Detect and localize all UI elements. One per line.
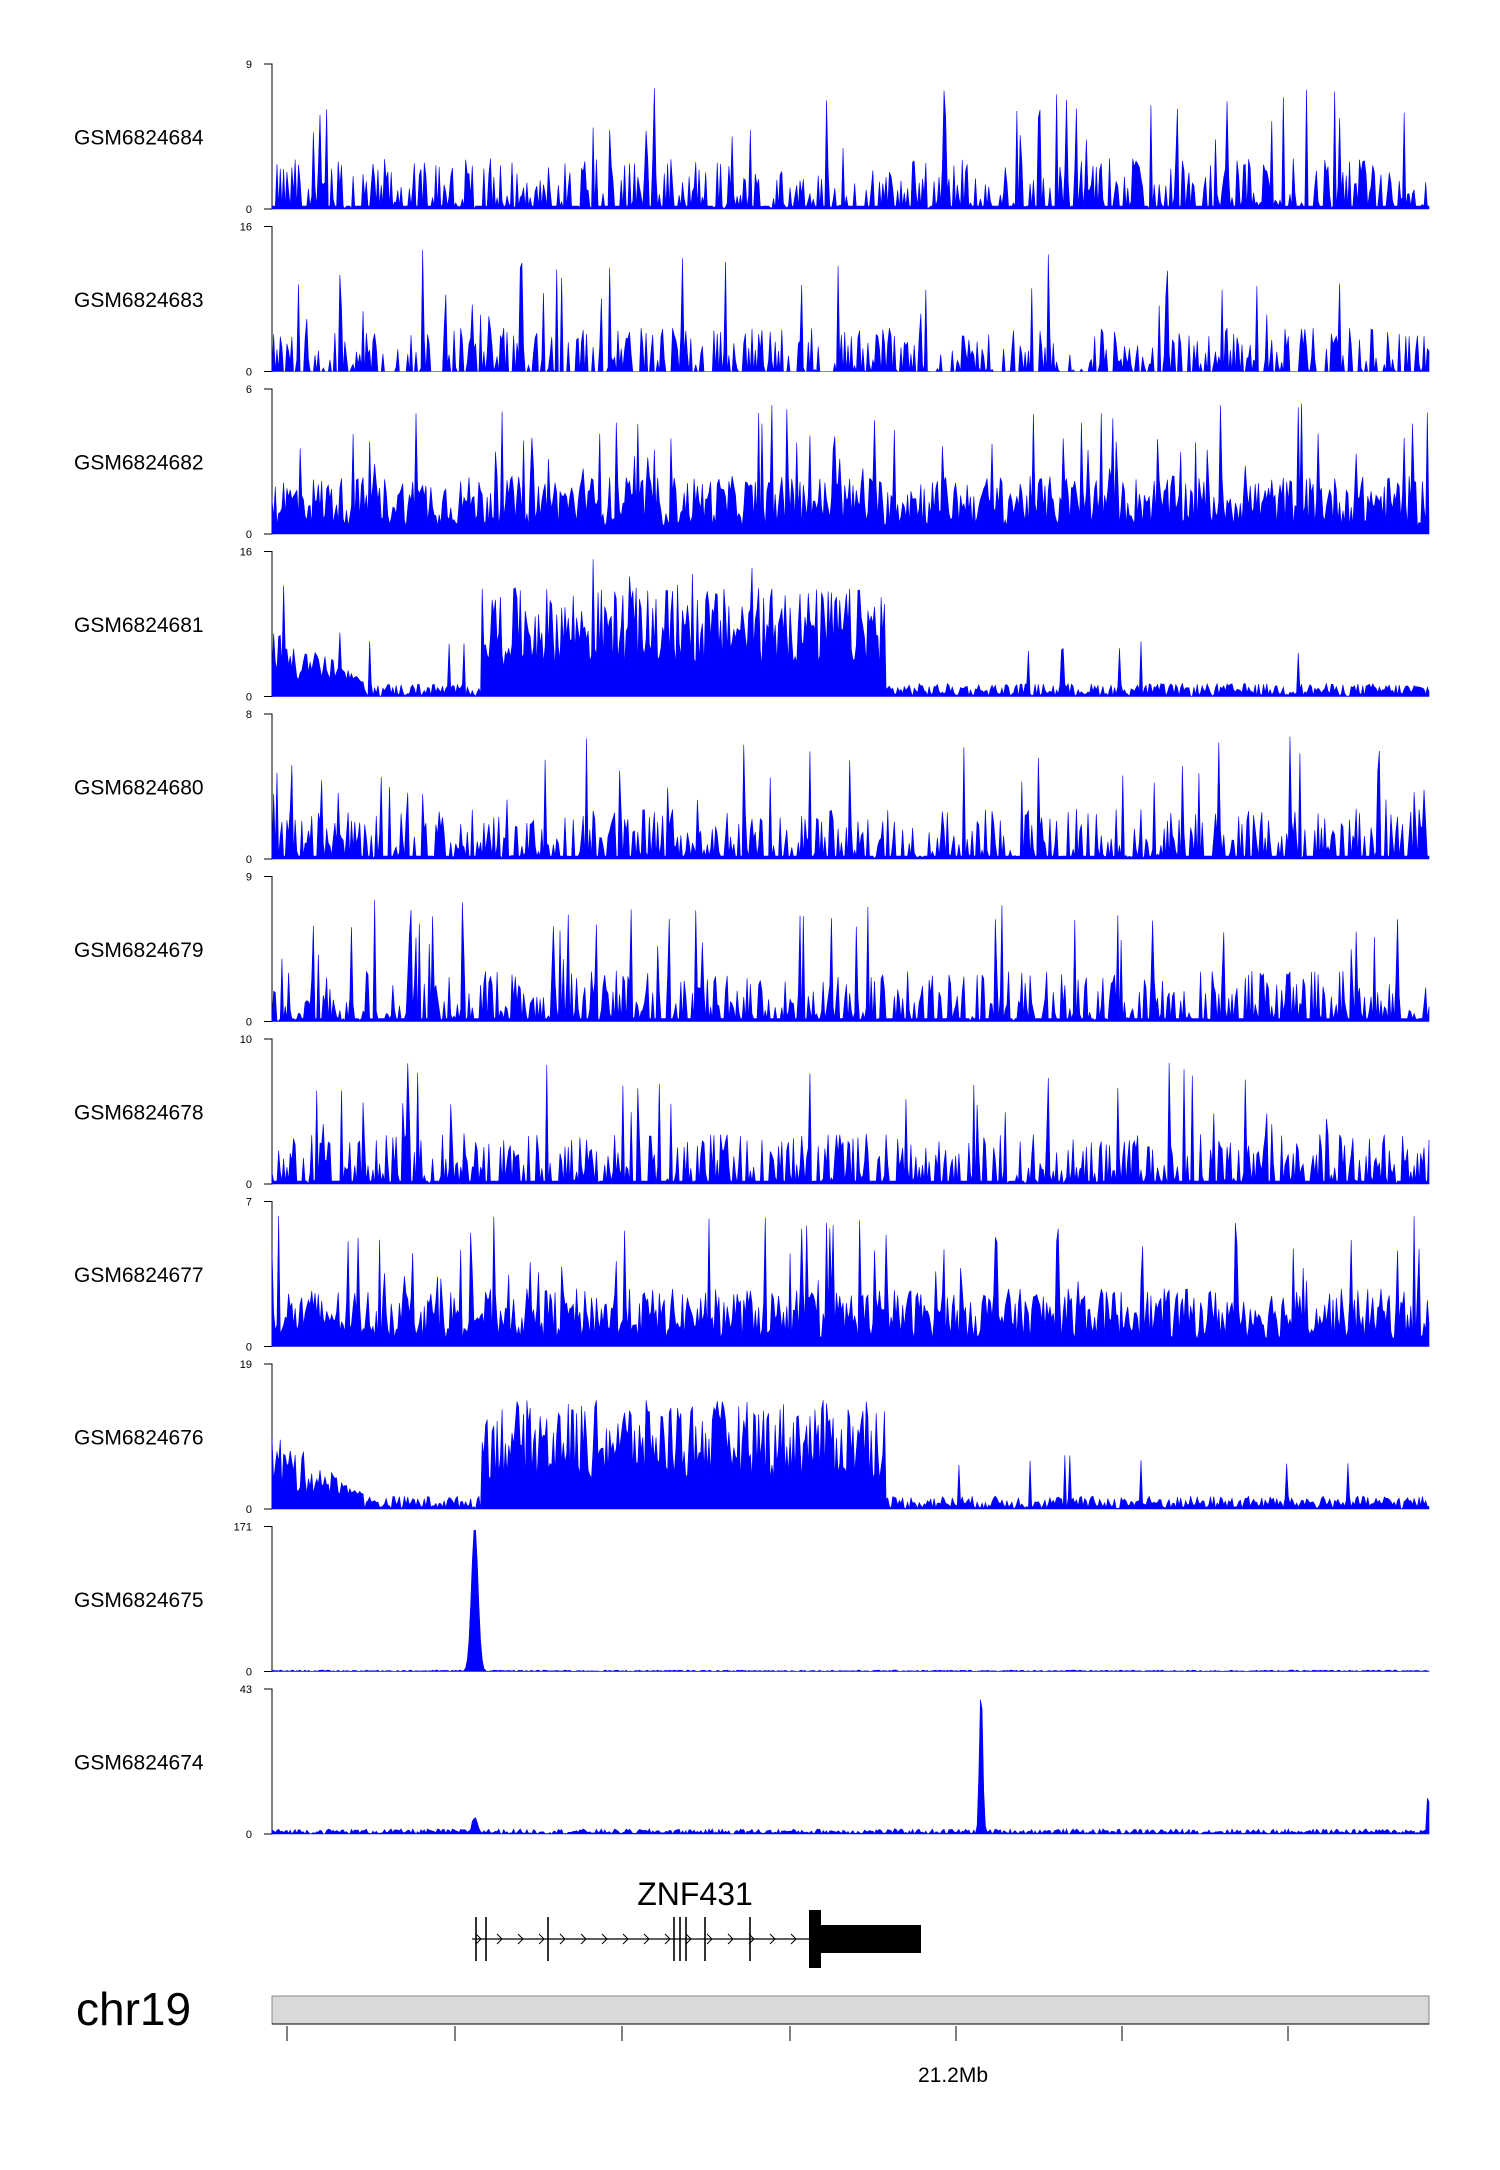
- track-ymax-label: 171: [234, 1522, 252, 1534]
- track-y-axis: [264, 388, 273, 535]
- track-ymax-label: 10: [240, 1034, 252, 1046]
- strand-arrow: [538, 1933, 545, 1945]
- coverage-tracks: GSM682468490GSM6824683160GSM682468260GSM…: [74, 59, 1430, 1841]
- track-ymin-label: 0: [246, 1667, 252, 1679]
- coverage-area: [271, 250, 1430, 373]
- track-GSM6824683: GSM6824683 16 0: [74, 222, 1430, 379]
- chromosome-ideogram-bar: [271, 1995, 1430, 2025]
- coverage-area: [271, 1062, 1430, 1185]
- strand-arrow: [790, 1933, 797, 1945]
- track-ymin-label: 0: [246, 367, 252, 379]
- track-GSM6824681: GSM6824681 16 0: [74, 547, 1430, 704]
- gene-model: ZNF431: [472, 1876, 921, 1968]
- strand-arrow: [559, 1933, 566, 1945]
- track-y-axis: [264, 226, 273, 372]
- strand-arrow: [517, 1933, 524, 1945]
- coverage-area: [271, 1216, 1430, 1347]
- track-y-axis: [264, 713, 273, 860]
- track-label: GSM6824675: [74, 1589, 204, 1612]
- track-GSM6824677: GSM6824677 7 0: [74, 1197, 1430, 1354]
- track-GSM6824680: GSM6824680 8 0: [74, 709, 1430, 866]
- coverage-area: [271, 736, 1430, 860]
- track-y-axis: [264, 63, 273, 210]
- track-GSM6824675: GSM6824675 171 0: [74, 1522, 1430, 1679]
- track-ymax-label: 43: [240, 1684, 252, 1696]
- strand-arrow: [664, 1933, 671, 1945]
- track-y-axis: [264, 551, 273, 697]
- gene-cds-block: [809, 1910, 821, 1968]
- track-ymin-label: 0: [246, 692, 252, 704]
- track-ymax-label: 9: [246, 59, 252, 71]
- track-y-axis: [264, 1038, 273, 1185]
- track-label: GSM6824678: [74, 1102, 204, 1125]
- track-GSM6824684: GSM6824684 9 0: [74, 59, 1430, 216]
- strand-arrow: [769, 1933, 776, 1945]
- track-ymax-label: 6: [246, 384, 252, 396]
- coverage-area: [271, 403, 1430, 535]
- track-y-axis: [264, 1526, 273, 1672]
- strand-arrow: [496, 1933, 503, 1945]
- coverage-area: [271, 1400, 1430, 1510]
- track-ymin-label: 0: [246, 1179, 252, 1191]
- coverage-area: [271, 559, 1430, 698]
- track-y-axis: [264, 876, 273, 1022]
- gene-strand-arrows: [475, 1933, 797, 1945]
- track-y-axis: [264, 1688, 273, 1835]
- strand-arrow: [580, 1933, 587, 1945]
- track-ymin-label: 0: [246, 1504, 252, 1516]
- track-label: GSM6824684: [74, 127, 204, 150]
- track-ymax-label: 16: [240, 547, 252, 559]
- strand-arrow: [643, 1933, 650, 1945]
- strand-arrow: [601, 1933, 608, 1945]
- track-ymax-label: 8: [246, 709, 252, 721]
- strand-arrow: [748, 1933, 755, 1945]
- track-ymax-label: 19: [240, 1359, 252, 1371]
- track-GSM6824678: GSM6824678 10 0: [74, 1034, 1430, 1191]
- gene-exons: [475, 1917, 751, 1961]
- track-ymax-label: 9: [246, 872, 252, 884]
- axis-tick-label: 21.2Mb: [918, 2064, 988, 2087]
- gene-utr-block: [820, 1925, 921, 1953]
- strand-arrow: [622, 1933, 629, 1945]
- coverage-area: [271, 899, 1430, 1022]
- track-label: GSM6824676: [74, 1427, 204, 1450]
- track-y-axis: [264, 1363, 273, 1510]
- strand-arrow: [727, 1933, 734, 1945]
- track-label: GSM6824681: [74, 614, 204, 637]
- genomic-axis: [272, 2023, 1429, 2041]
- track-ymax-label: 16: [240, 222, 252, 234]
- track-ymin-label: 0: [246, 1017, 252, 1029]
- track-GSM6824676: GSM6824676 19 0: [74, 1359, 1430, 1516]
- track-ymin-label: 0: [246, 854, 252, 866]
- track-label: GSM6824680: [74, 777, 204, 800]
- track-ymin-label: 0: [246, 204, 252, 216]
- track-ymax-label: 7: [246, 1197, 252, 1209]
- strand-arrow: [475, 1933, 482, 1945]
- track-label: GSM6824683: [74, 289, 204, 312]
- chromosome-label: chr19: [76, 1983, 191, 2035]
- track-label: GSM6824677: [74, 1264, 204, 1287]
- track-label: GSM6824679: [74, 939, 204, 962]
- track-ymin-label: 0: [246, 1342, 252, 1354]
- strand-arrow: [706, 1933, 713, 1945]
- track-y-axis: [264, 1201, 273, 1347]
- coverage-area: [271, 88, 1430, 210]
- track-ymin-label: 0: [246, 529, 252, 541]
- track-GSM6824674: GSM6824674 43 0: [74, 1684, 1430, 1841]
- coverage-area: [271, 1529, 1430, 1672]
- gene-name-label: ZNF431: [637, 1876, 753, 1912]
- strand-arrow: [685, 1933, 692, 1945]
- coverage-area: [271, 1699, 1430, 1835]
- track-ymin-label: 0: [246, 1829, 252, 1841]
- track-label: GSM6824682: [74, 452, 204, 475]
- track-GSM6824679: GSM6824679 9 0: [74, 872, 1430, 1029]
- track-GSM6824682: GSM6824682 6 0: [74, 384, 1430, 541]
- track-label: GSM6824674: [74, 1752, 204, 1775]
